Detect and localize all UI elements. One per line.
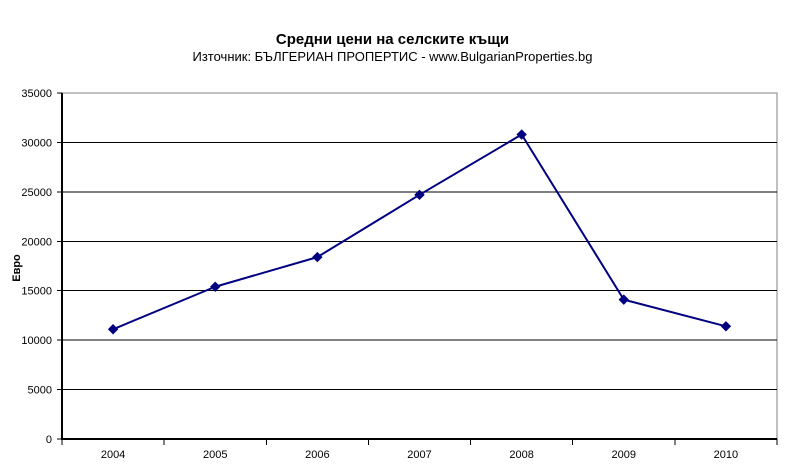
data-point-marker bbox=[516, 129, 527, 140]
y-tick-label: 10000 bbox=[21, 335, 52, 347]
x-tick-label: 2005 bbox=[203, 449, 227, 461]
chart-title: Средни цени на селските къщи bbox=[275, 31, 510, 48]
chart-subtitle: Източник: БЪЛГЕРИАН ПРОПЕРТИС - www.Bulg… bbox=[192, 49, 593, 64]
x-tick-label: 2006 bbox=[305, 449, 329, 461]
data-point-marker bbox=[618, 294, 629, 305]
x-tick-label: 2009 bbox=[612, 449, 636, 461]
y-tick-label: 35000 bbox=[21, 88, 52, 100]
data-point-marker bbox=[414, 189, 425, 201]
plot-area-border bbox=[61, 92, 778, 440]
x-tick-label: 2007 bbox=[407, 449, 431, 461]
y-tick-label: 25000 bbox=[21, 187, 52, 199]
x-tick-label: 2008 bbox=[509, 449, 533, 461]
y-tick-label: 0 bbox=[46, 434, 52, 446]
x-tick-label: 2010 bbox=[714, 449, 738, 461]
data-point-marker bbox=[107, 324, 119, 335]
y-tick-label: 15000 bbox=[21, 286, 52, 298]
y-tick-label: 30000 bbox=[21, 137, 52, 149]
data-point-marker bbox=[210, 281, 221, 292]
y-tick-label: 20000 bbox=[21, 236, 52, 248]
x-tick-label: 2004 bbox=[101, 449, 125, 461]
y-tick-label: 5000 bbox=[28, 385, 52, 397]
data-point-marker bbox=[312, 251, 323, 263]
data-point-marker bbox=[720, 321, 732, 332]
